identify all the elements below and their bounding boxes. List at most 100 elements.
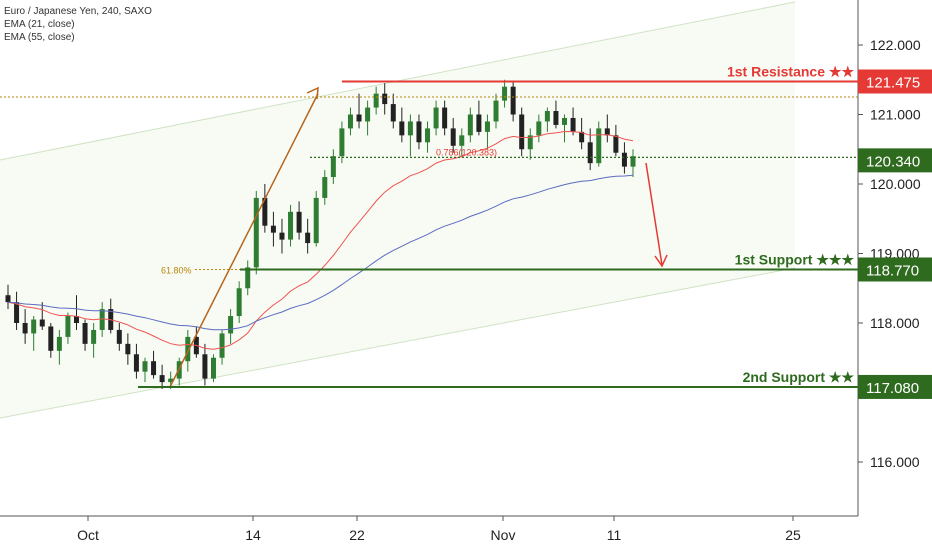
candle-body — [596, 128, 602, 164]
y-tick-label: 120.000 — [870, 176, 921, 192]
level-price-label: 118.770 — [866, 262, 919, 279]
candle-body — [73, 316, 79, 323]
candle-body — [553, 111, 559, 125]
candle-body — [65, 316, 71, 337]
candle-body — [185, 336, 191, 362]
candle-body — [562, 117, 568, 125]
projection-arrow-line — [645, 162, 663, 266]
candle-body — [22, 323, 28, 334]
level-label: 1st Resistance ★★ — [727, 63, 854, 79]
candle-body — [228, 316, 234, 334]
candle-body — [621, 152, 627, 167]
fib-618-label: 61.80% — [161, 265, 192, 275]
candle-body — [99, 309, 105, 330]
candle-body — [39, 319, 45, 327]
candle-body — [339, 128, 345, 157]
candle-body — [219, 333, 225, 358]
candle-body — [210, 357, 216, 379]
candle-body — [125, 343, 131, 355]
projection-arrowhead — [654, 254, 668, 268]
candle-body — [270, 225, 276, 233]
candle-body — [544, 111, 550, 122]
legend-symbol: Euro / Japanese Yen, 240, SAXO — [4, 6, 152, 17]
candle-body — [433, 107, 439, 129]
level-label: 2nd Support ★★ — [743, 369, 855, 385]
level-price-label: 121.475 — [866, 74, 920, 91]
candle-body — [373, 93, 379, 108]
candle-body — [305, 232, 311, 244]
candle-body — [116, 329, 122, 344]
candle-body — [347, 114, 353, 129]
candle-body — [536, 121, 542, 136]
y-tick-label: 121.000 — [870, 107, 921, 123]
x-tick-label: 11 — [607, 527, 622, 543]
candle-body — [442, 107, 448, 129]
candle-body — [613, 135, 619, 153]
level-price-tag — [858, 257, 932, 282]
candle-body — [14, 302, 20, 323]
candle-body — [510, 86, 516, 115]
candle-body — [322, 177, 328, 198]
level-label: 1st Support ★★★ — [735, 251, 855, 267]
candle-body — [5, 295, 11, 303]
level-price-label: 117.080 — [866, 380, 919, 397]
candle-body — [484, 121, 490, 132]
impulse-leg-arrowhead — [306, 86, 319, 100]
y-tick-label: 122.000 — [870, 37, 921, 53]
x-tick-label: 25 — [785, 527, 801, 543]
level-price-tag — [858, 374, 932, 399]
candle-body — [450, 128, 456, 146]
candle-body — [142, 361, 148, 372]
candle-body — [390, 104, 396, 122]
legend-ema21: EMA (21, close) — [4, 19, 75, 30]
candle-body — [168, 378, 174, 383]
candle-body — [604, 128, 610, 136]
y-tick-label: 116.000 — [870, 454, 920, 470]
x-tick-label: 14 — [245, 527, 261, 543]
candle-body — [630, 156, 636, 167]
fib-786-label: 0.786(120.383) — [436, 147, 497, 157]
candle-body — [151, 361, 157, 376]
candle-body — [48, 326, 54, 351]
candle-body — [82, 323, 88, 344]
candle-body — [313, 197, 319, 244]
level-price-tag — [858, 69, 932, 94]
y-tick-label: 118.000 — [870, 315, 920, 331]
candle-body — [202, 354, 208, 379]
candle-body — [425, 128, 431, 143]
impulse-leg-line — [169, 93, 319, 388]
candle-body — [587, 142, 593, 164]
chart-legend: Euro / Japanese Yen, 240, SAXO EMA (21, … — [4, 5, 152, 44]
candle-body — [399, 121, 405, 136]
candle-body — [493, 100, 499, 122]
candle-body — [459, 135, 465, 146]
legend-ema55: EMA (55, close) — [4, 32, 75, 43]
channel-fill — [0, 2, 795, 418]
current-price-label: 120.340 — [866, 153, 920, 170]
candle-body — [467, 114, 473, 136]
candle-body — [133, 354, 139, 372]
candle-body — [356, 114, 362, 122]
candle-body — [245, 267, 251, 289]
candle-body — [365, 107, 371, 122]
candle-body — [407, 121, 413, 136]
candle-body — [253, 197, 259, 268]
candle-body — [296, 211, 302, 233]
candle-body — [31, 319, 37, 334]
candle-body — [262, 197, 268, 226]
x-tick-label: 22 — [349, 527, 365, 543]
candle-body — [91, 329, 97, 344]
x-tick-label: Oct — [77, 527, 99, 543]
current-price-tag — [858, 148, 932, 173]
channel-lower-line — [0, 267, 796, 419]
candle-body — [330, 156, 336, 178]
ema55-line — [7, 174, 634, 331]
candle-body — [288, 211, 294, 240]
candle-body — [570, 117, 576, 132]
candle-body — [236, 288, 242, 317]
candle-body — [476, 114, 482, 132]
x-tick-label: Nov — [491, 527, 516, 543]
candle-body — [56, 336, 62, 351]
